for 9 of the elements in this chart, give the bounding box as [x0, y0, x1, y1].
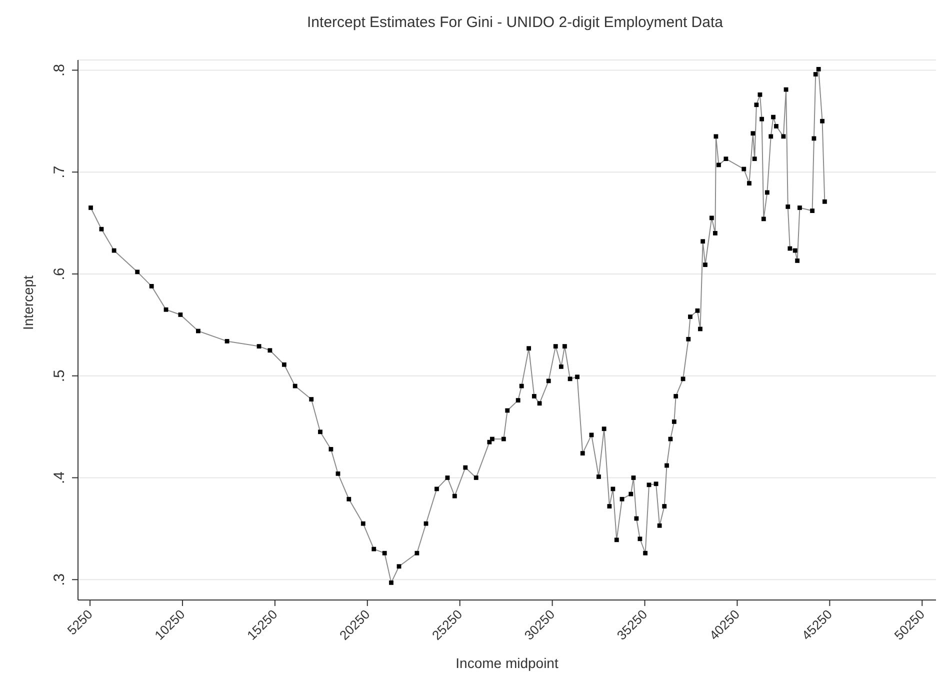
- y-tick-label: .3: [51, 573, 68, 586]
- y-axis-title: Intercept: [20, 275, 36, 330]
- y-tick-label: .7: [51, 166, 68, 178]
- y-tick-label: .5: [51, 370, 68, 382]
- chart-title: Intercept Estimates For Gini - UNIDO 2-digit Employment Data: [306, 14, 724, 31]
- y-tick-label: .4: [51, 471, 68, 484]
- y-tick-label: .6: [51, 268, 68, 280]
- y-tick-label: .8: [51, 64, 68, 76]
- x-axis-title: Income midpoint: [456, 655, 558, 671]
